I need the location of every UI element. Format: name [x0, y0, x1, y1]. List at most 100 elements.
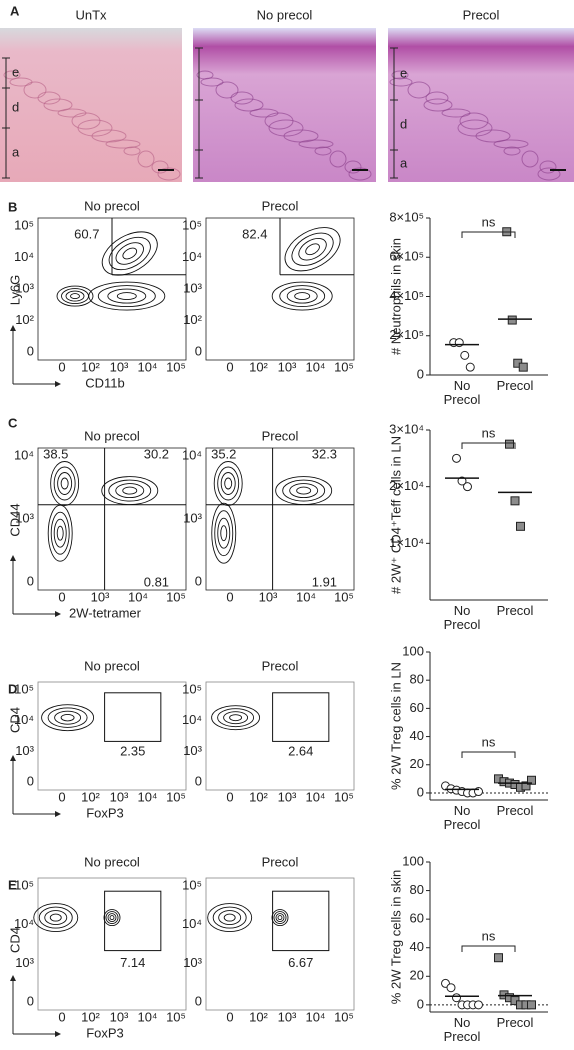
data-point [465, 362, 475, 372]
tissue-texture [234, 98, 264, 112]
gate-value: 6.67 [288, 955, 313, 970]
y-tick-label: 6×10⁵ [389, 249, 424, 264]
panel-label: B [8, 199, 17, 214]
histology-image [388, 28, 574, 182]
contour [305, 243, 320, 256]
gate-value: 30.2 [144, 447, 169, 462]
gate-value: 32.3 [312, 447, 337, 462]
contour [47, 504, 73, 562]
x-tick-label: 10⁴ [137, 1009, 157, 1024]
x-tick-label: 0 [226, 359, 233, 374]
y-tick-label: 10⁴ [14, 249, 34, 264]
tissue-texture [459, 112, 489, 130]
tissue-texture [521, 150, 539, 168]
significance-label: ns [482, 734, 496, 749]
y-tick-label: 10⁴ [182, 712, 202, 727]
y-tick-label: 20 [410, 756, 424, 771]
y-tick-label: 40 [410, 939, 424, 954]
data-point [505, 439, 514, 449]
x-tick-label: 0 [226, 589, 233, 604]
y-tick-label: 0 [27, 573, 34, 588]
y-tick-label: 10³ [15, 280, 34, 295]
tissue-texture [249, 108, 279, 118]
contour [54, 710, 82, 725]
flow-title: Precol [262, 854, 299, 869]
y-tick-label: 100 [402, 643, 424, 658]
contour [38, 906, 73, 929]
flow-title: No precol [84, 658, 140, 673]
data-point [516, 521, 525, 531]
contour [108, 479, 152, 502]
contour [223, 711, 249, 725]
significance-label: ns [482, 214, 496, 229]
data-point [494, 953, 503, 963]
contour [103, 909, 121, 927]
x-tick-label: 10⁵ [334, 789, 354, 804]
gate-value: 2.64 [288, 744, 313, 759]
layer-label: e [400, 65, 407, 80]
y-axis-label: # Neutrophils in skin [388, 238, 403, 355]
x-tick-label: 10² [81, 1009, 100, 1024]
tissue-texture [329, 150, 347, 168]
x-tick-label: 10³ [91, 589, 110, 604]
x-tick-label: 10⁴ [137, 789, 157, 804]
tissue-texture [57, 108, 87, 118]
contour [50, 461, 80, 506]
x-tick-label: 10⁵ [334, 589, 354, 604]
y-tick-label: 10² [183, 312, 202, 327]
contour [101, 476, 159, 506]
gate-value: 7.14 [120, 955, 145, 970]
tissue-texture [348, 167, 372, 181]
contour [220, 525, 228, 542]
contour [271, 281, 333, 311]
flow-y-label: CD4 [7, 927, 22, 953]
layer-label: d [400, 116, 407, 131]
tissue-texture [425, 91, 449, 105]
data-point [457, 476, 467, 486]
y-tick-label: 10³ [15, 743, 34, 758]
contour [115, 242, 144, 265]
gate-value: 38.5 [43, 447, 68, 462]
y-tick-label: 0 [195, 573, 202, 588]
tissue-texture [268, 119, 304, 137]
panel-label: D [8, 681, 17, 696]
contour [107, 913, 117, 923]
data-point [527, 1000, 536, 1010]
contour [33, 903, 79, 933]
contour [218, 910, 242, 926]
tissue-texture [407, 81, 431, 99]
tissue-texture [391, 70, 409, 80]
contour [56, 525, 64, 541]
x-tick-label: 10⁵ [334, 1009, 354, 1024]
x-tick-label: 10² [249, 359, 268, 374]
y-tick-label: 60 [410, 700, 424, 715]
contour [289, 483, 319, 499]
tissue-texture [215, 81, 239, 99]
tissue-texture [423, 98, 453, 112]
y-tick-label: 10⁴ [14, 916, 34, 931]
contour [277, 915, 283, 921]
contour [296, 486, 312, 495]
flow-title: No precol [84, 198, 140, 213]
contour [97, 285, 156, 308]
x-category-label: Precol [496, 378, 534, 393]
y-tick-label: 10³ [183, 280, 202, 295]
x-tick-label: 10⁵ [166, 359, 186, 374]
tissue-texture [539, 160, 557, 174]
flow-frame [205, 877, 355, 1011]
x-category-label: No Precol [443, 803, 481, 832]
data-point [474, 1000, 483, 1010]
image-title: No precol [257, 7, 313, 22]
gate-value: 60.7 [74, 226, 99, 241]
contour [275, 476, 333, 506]
contour [116, 292, 137, 301]
significance-bracket [461, 442, 516, 449]
y-tick-label: 0 [417, 366, 424, 381]
y-tick-label: 10⁵ [182, 877, 202, 892]
x-tick-label: 10³ [110, 1009, 129, 1024]
histology-image [193, 28, 376, 182]
data-point [446, 983, 456, 993]
y-tick-label: 0 [27, 993, 34, 1008]
y-tick-label: 10⁴ [14, 712, 34, 727]
x-category-label: Precol [496, 603, 534, 618]
